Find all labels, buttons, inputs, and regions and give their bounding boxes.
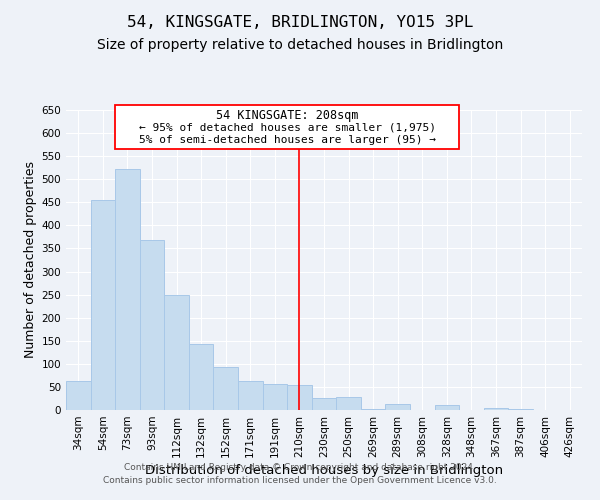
Bar [164, 294, 189, 410]
Bar [140, 240, 164, 410]
Bar [385, 404, 410, 410]
Text: ← 95% of detached houses are smaller (1,975): ← 95% of detached houses are smaller (1,… [139, 122, 436, 132]
Bar [508, 409, 533, 410]
Text: 54, KINGSGATE, BRIDLINGTON, YO15 3PL: 54, KINGSGATE, BRIDLINGTON, YO15 3PL [127, 15, 473, 30]
Text: Size of property relative to detached houses in Bridlington: Size of property relative to detached ho… [97, 38, 503, 52]
Text: Contains public sector information licensed under the Open Government Licence v3: Contains public sector information licen… [103, 476, 497, 485]
Y-axis label: Number of detached properties: Number of detached properties [24, 162, 37, 358]
FancyBboxPatch shape [115, 106, 459, 149]
Bar [312, 398, 336, 410]
Text: 5% of semi-detached houses are larger (95) →: 5% of semi-detached houses are larger (9… [139, 136, 436, 145]
Bar [263, 384, 287, 410]
Bar [434, 406, 459, 410]
Bar [361, 408, 385, 410]
Bar [189, 344, 214, 410]
X-axis label: Distribution of detached houses by size in Bridlington: Distribution of detached houses by size … [145, 464, 503, 477]
Bar [287, 384, 312, 410]
Bar [91, 200, 115, 410]
Bar [66, 382, 91, 410]
Bar [238, 382, 263, 410]
Bar [336, 397, 361, 410]
Bar [214, 367, 238, 410]
Text: 54 KINGSGATE: 208sqm: 54 KINGSGATE: 208sqm [216, 108, 358, 122]
Bar [115, 169, 140, 410]
Text: Contains HM Land Registry data © Crown copyright and database right 2024.: Contains HM Land Registry data © Crown c… [124, 464, 476, 472]
Bar [484, 408, 508, 410]
